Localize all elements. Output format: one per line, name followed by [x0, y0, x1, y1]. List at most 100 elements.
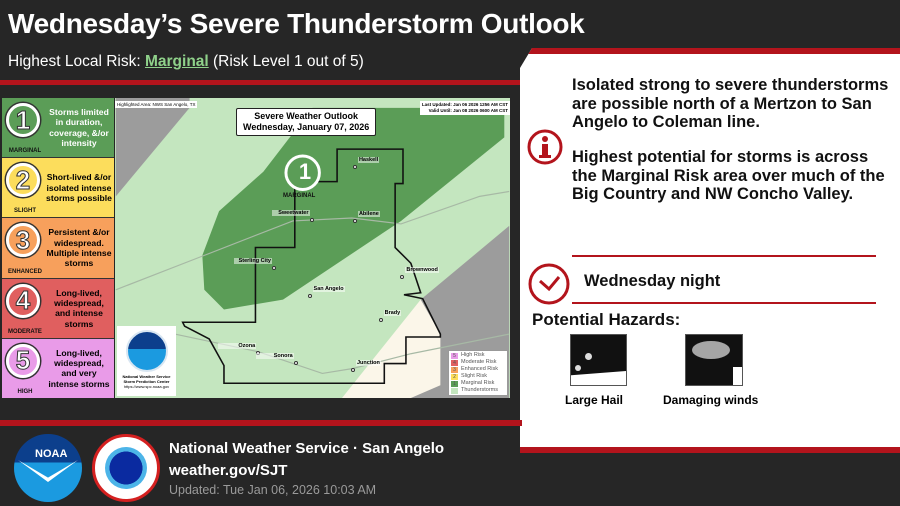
noaa-logo-icon — [125, 330, 168, 372]
legend-label: Slight Risk — [461, 373, 487, 379]
legend-swatch: 3 — [451, 366, 458, 373]
map-legend-item: 1 Marginal Risk — [451, 380, 505, 387]
footer-divider — [0, 420, 522, 426]
hazard-label-wind: Damaging winds — [663, 393, 759, 407]
city-label: Junction — [355, 359, 381, 366]
noaa-logo-icon: NOAA — [14, 434, 82, 502]
nws-logo-icon — [92, 434, 160, 502]
outlook-box-date: Wednesday, January 07, 2026 — [243, 122, 370, 132]
spc-line1: National Weather Service — [122, 374, 171, 379]
updated-time: Updated: Tue Jan 06, 2026 10:03 AM — [169, 483, 377, 497]
city-label: Abilene — [357, 211, 380, 218]
highlighted-area-label: Highlighted Area: NWS San Angelo, TX — [115, 101, 198, 108]
city-marker — [352, 219, 357, 224]
risk-level-2: 2 SLIGHT Short-lived &/or isolated intense… — [2, 158, 114, 219]
office-url[interactable]: weather.gov/SJT — [169, 462, 288, 479]
legend-label: Thunderstorms — [461, 387, 498, 393]
no-thunder-area — [342, 299, 441, 398]
level-number: 1 — [6, 103, 40, 137]
level-number: 2 — [6, 163, 40, 198]
city-label: San Angelo — [312, 285, 345, 292]
map-legend-item: 4 Moderate Risk — [451, 359, 505, 366]
spc-url: https://www.spc.noaa.gov — [123, 384, 170, 389]
highway — [174, 333, 510, 375]
outlook-summary: Isolated strong to severe thunderstorms … — [572, 76, 889, 131]
legend-label: Marginal Risk — [461, 380, 495, 386]
risk-link[interactable]: Marginal — [144, 53, 209, 70]
noaa-spc-box: National Weather Service Storm Predictio… — [117, 326, 176, 396]
legend-label: High Risk — [461, 352, 485, 358]
outlook-details: Highest potential for storms is across t… — [572, 148, 885, 203]
noaa-text: NOAA — [35, 448, 68, 460]
risk-level-legend: 1 MARGINAL Storms limited in duration, cov… — [2, 98, 114, 399]
city-label: Sterling City — [233, 257, 272, 264]
legend-swatch: 5 — [451, 352, 458, 359]
city-marker — [271, 265, 276, 270]
timing-divider-bottom — [572, 302, 876, 304]
level-name: SLIGHT — [14, 208, 36, 215]
risk-level-4: 4 MODERATE Long-lived, widespread, and int… — [2, 278, 114, 339]
level-description: Storms limited in duration, coverage, &/… — [49, 106, 109, 148]
info-icon — [527, 129, 563, 165]
legend-swatch: 4 — [451, 359, 458, 366]
level-description: Short-lived &/or isolated intense storms… — [46, 172, 112, 203]
city-marker — [309, 218, 314, 223]
city-label: Ozona — [218, 342, 257, 349]
legend-swatch — [451, 387, 458, 394]
risk-marker — [284, 154, 321, 191]
level-name: ENHANCED — [7, 268, 42, 275]
level-name: MODERATE — [8, 328, 42, 335]
panel-top-bar — [520, 48, 900, 54]
city-label: Haskell — [357, 157, 380, 164]
city-marker — [307, 293, 312, 298]
outlook-map: 1 MARGINAL Highlighted Area: NWS San Ang… — [115, 98, 510, 398]
timing-text: Wednesday night — [584, 272, 721, 290]
level-description: Long-lived, widespread, and intense stor… — [54, 287, 104, 329]
outlook-title-box: Severe Weather Outlook Wednesday, January… — [236, 108, 377, 136]
level-number: 4 — [6, 283, 40, 318]
legend-label: Enhanced Risk — [461, 366, 498, 372]
no-risk-area — [115, 98, 190, 197]
legend-swatch: 2 — [451, 373, 458, 380]
level-name: MARGINAL — [8, 148, 42, 155]
legend-label: Moderate Risk — [461, 359, 497, 365]
wind-icon — [685, 334, 743, 386]
last-updated: Last Updated: Jan 06 2026 1256 AM CST — [421, 102, 508, 107]
hazards-title: Potential Hazards: — [532, 310, 681, 329]
map-legend-item: 3 Enhanced Risk — [451, 366, 505, 373]
hail-icon — [570, 334, 627, 386]
risk-marker-number: 1 — [298, 159, 312, 184]
info-panel: Isolated strong to severe thunderstorms … — [520, 48, 900, 453]
page-title: Wednesday’s Severe Thunderstorm Outlook — [8, 8, 585, 39]
risk-level-1: 1 MARGINAL Storms limited in duration, cov… — [2, 98, 114, 159]
city-label: Sonora — [255, 352, 294, 359]
level-number: 3 — [6, 223, 40, 258]
risk-marker-label: MARGINAL — [283, 193, 316, 199]
map-legend-item: 5 High Risk — [451, 352, 505, 359]
legend-swatch: 1 — [451, 380, 458, 387]
city-label: Brownwood — [405, 266, 439, 273]
city-marker — [350, 367, 355, 372]
city-marker — [400, 274, 405, 279]
highway — [115, 190, 510, 291]
map-legend-item: Thunderstorms — [451, 387, 505, 394]
subtitle-prefix: Highest Local Risk: — [8, 53, 145, 70]
level-name: HIGH — [17, 389, 33, 396]
marginal-risk-area — [202, 107, 505, 310]
valid-until: Valid Until: Jan 08 2026 0600 AM CST — [428, 108, 508, 113]
city-label: Brady — [383, 310, 402, 317]
clock-icon — [528, 263, 570, 305]
city-marker — [352, 165, 357, 170]
city-marker — [293, 360, 298, 365]
risk-level-3: 3 ENHANCED Persistent &/or widespread. Mul… — [2, 218, 114, 279]
timing-divider-top — [572, 255, 876, 257]
level-description: Long-lived, widespread, and very intense… — [48, 347, 110, 389]
office-name: National Weather Service · San Angelo — [169, 440, 445, 457]
spc-line2: Storm Prediction Center — [123, 379, 170, 384]
map-legend: 5 High Risk 4 Moderate Risk 3 Enhanced Risk 2 S… — [448, 350, 508, 396]
footer: NOAA National Weather Service · San Ange… — [0, 428, 900, 506]
panel-bottom-bar — [520, 447, 900, 453]
header-divider — [0, 80, 522, 85]
map-legend-item: 2 Slight Risk — [451, 373, 505, 380]
hazard-label-hail: Large Hail — [565, 393, 624, 407]
